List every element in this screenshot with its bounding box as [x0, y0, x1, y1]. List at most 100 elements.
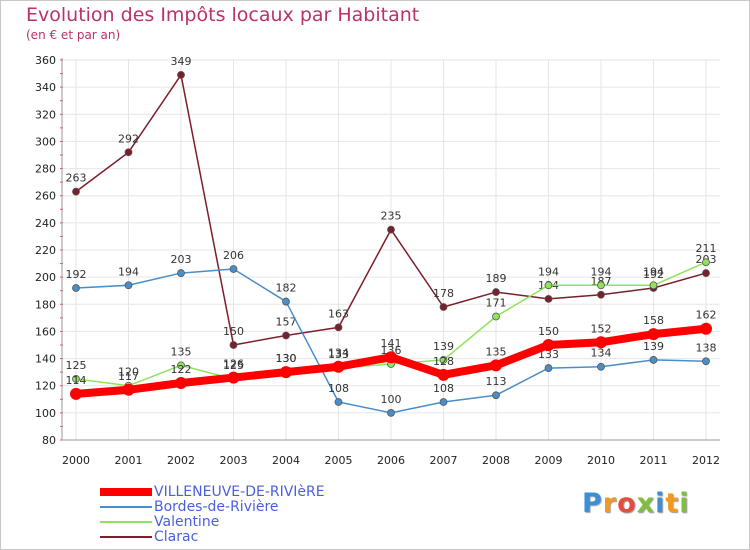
y-tick-label: 360: [35, 54, 56, 67]
x-tick-label: 2007: [430, 454, 458, 467]
data-point: [124, 148, 133, 157]
data-point: [70, 387, 82, 400]
x-tick-label: 2011: [640, 454, 668, 467]
x-tick-label: 2003: [220, 454, 248, 467]
data-point: [544, 281, 553, 290]
x-tick-label: 2005: [325, 454, 353, 467]
data-label: 113: [486, 375, 507, 388]
data-point: [490, 359, 502, 372]
data-point: [649, 281, 658, 290]
y-tick-label: 160: [35, 325, 56, 338]
data-point: [595, 336, 607, 349]
data-point: [280, 366, 292, 379]
data-label: 128: [433, 355, 454, 368]
data-label: 150: [538, 325, 559, 338]
data-label: 211: [696, 242, 717, 255]
data-label: 100: [381, 393, 402, 406]
data-point: [72, 284, 80, 292]
data-label: 182: [276, 282, 297, 295]
data-label: 134: [328, 347, 349, 360]
data-point: [702, 258, 710, 267]
data-point: [649, 356, 658, 364]
data-label: 235: [381, 210, 402, 223]
data-label: 125: [223, 359, 244, 372]
data-point: [647, 328, 660, 341]
legend-label: Clarac: [154, 529, 199, 545]
y-tick-label: 280: [35, 163, 56, 176]
data-point: [702, 269, 710, 277]
data-label: 134: [591, 347, 612, 360]
y-tick-label: 120: [35, 380, 56, 393]
data-label: 133: [328, 348, 349, 361]
data-point: [282, 331, 290, 340]
legend-swatch: [100, 506, 152, 508]
data-point: [439, 303, 448, 311]
data-label: 141: [381, 337, 402, 350]
x-tick-label: 2006: [377, 454, 405, 467]
data-label: 135: [171, 345, 192, 358]
data-point: [597, 290, 605, 299]
data-point: [177, 269, 185, 277]
data-label: 349: [171, 55, 192, 68]
data-point: [700, 322, 712, 335]
data-label: 263: [66, 172, 87, 185]
data-point: [177, 71, 185, 79]
data-label: 108: [328, 382, 349, 395]
y-tick-label: 240: [35, 217, 56, 230]
legend-label: Valentine: [154, 514, 220, 530]
x-tick-label: 2012: [692, 454, 720, 467]
data-label: 194: [591, 265, 612, 278]
x-tick-label: 2010: [587, 454, 615, 467]
data-label: 114: [66, 374, 87, 387]
y-tick-label: 300: [35, 135, 56, 148]
data-label: 120: [118, 366, 139, 379]
legend-swatch: [100, 536, 152, 538]
chart-subtitle: (en € et par an): [26, 28, 121, 42]
data-label: 203: [171, 253, 192, 266]
data-point: [387, 408, 395, 417]
y-tick-label: 260: [35, 190, 56, 203]
data-point: [437, 368, 450, 381]
legend-swatch: [100, 488, 152, 496]
data-point: [334, 398, 343, 406]
y-tick-label: 200: [35, 271, 56, 284]
data-point: [439, 398, 448, 406]
data-point: [334, 323, 343, 332]
data-label: 135: [486, 345, 507, 358]
data-label: 178: [433, 287, 454, 300]
x-tick-label: 2000: [62, 454, 90, 467]
data-point: [282, 297, 290, 306]
data-label: 192: [643, 268, 664, 281]
data-point: [544, 364, 553, 372]
data-label: 139: [643, 340, 664, 353]
data-label: 139: [433, 340, 454, 353]
data-point: [122, 383, 135, 396]
data-point: [439, 356, 448, 364]
data-point: [492, 391, 500, 400]
data-point: [177, 361, 185, 370]
x-tick-label: 2002: [167, 454, 195, 467]
data-label: 292: [118, 132, 139, 145]
data-label: 152: [591, 322, 612, 335]
data-point: [492, 312, 500, 321]
x-tick-label: 2009: [535, 454, 563, 467]
data-label: 136: [381, 344, 402, 357]
data-point: [544, 294, 553, 303]
data-label: 206: [223, 249, 244, 262]
data-label: 117: [118, 370, 139, 383]
data-label: 157: [276, 316, 297, 329]
data-label: 194: [643, 265, 664, 278]
data-label: 130: [276, 352, 297, 365]
legend-label: VILLENEUVE-DE-RIVIèRE: [154, 484, 325, 500]
data-point: [175, 377, 187, 389]
y-tick-label: 220: [35, 244, 56, 257]
data-point: [597, 281, 605, 290]
chart-title: Evolution des Impôts locaux par Habitant: [26, 4, 420, 26]
data-label: 150: [223, 325, 244, 338]
data-label: 163: [328, 307, 349, 320]
legend-swatch: [100, 521, 152, 523]
data-label: 108: [433, 382, 454, 395]
data-point: [597, 362, 605, 371]
